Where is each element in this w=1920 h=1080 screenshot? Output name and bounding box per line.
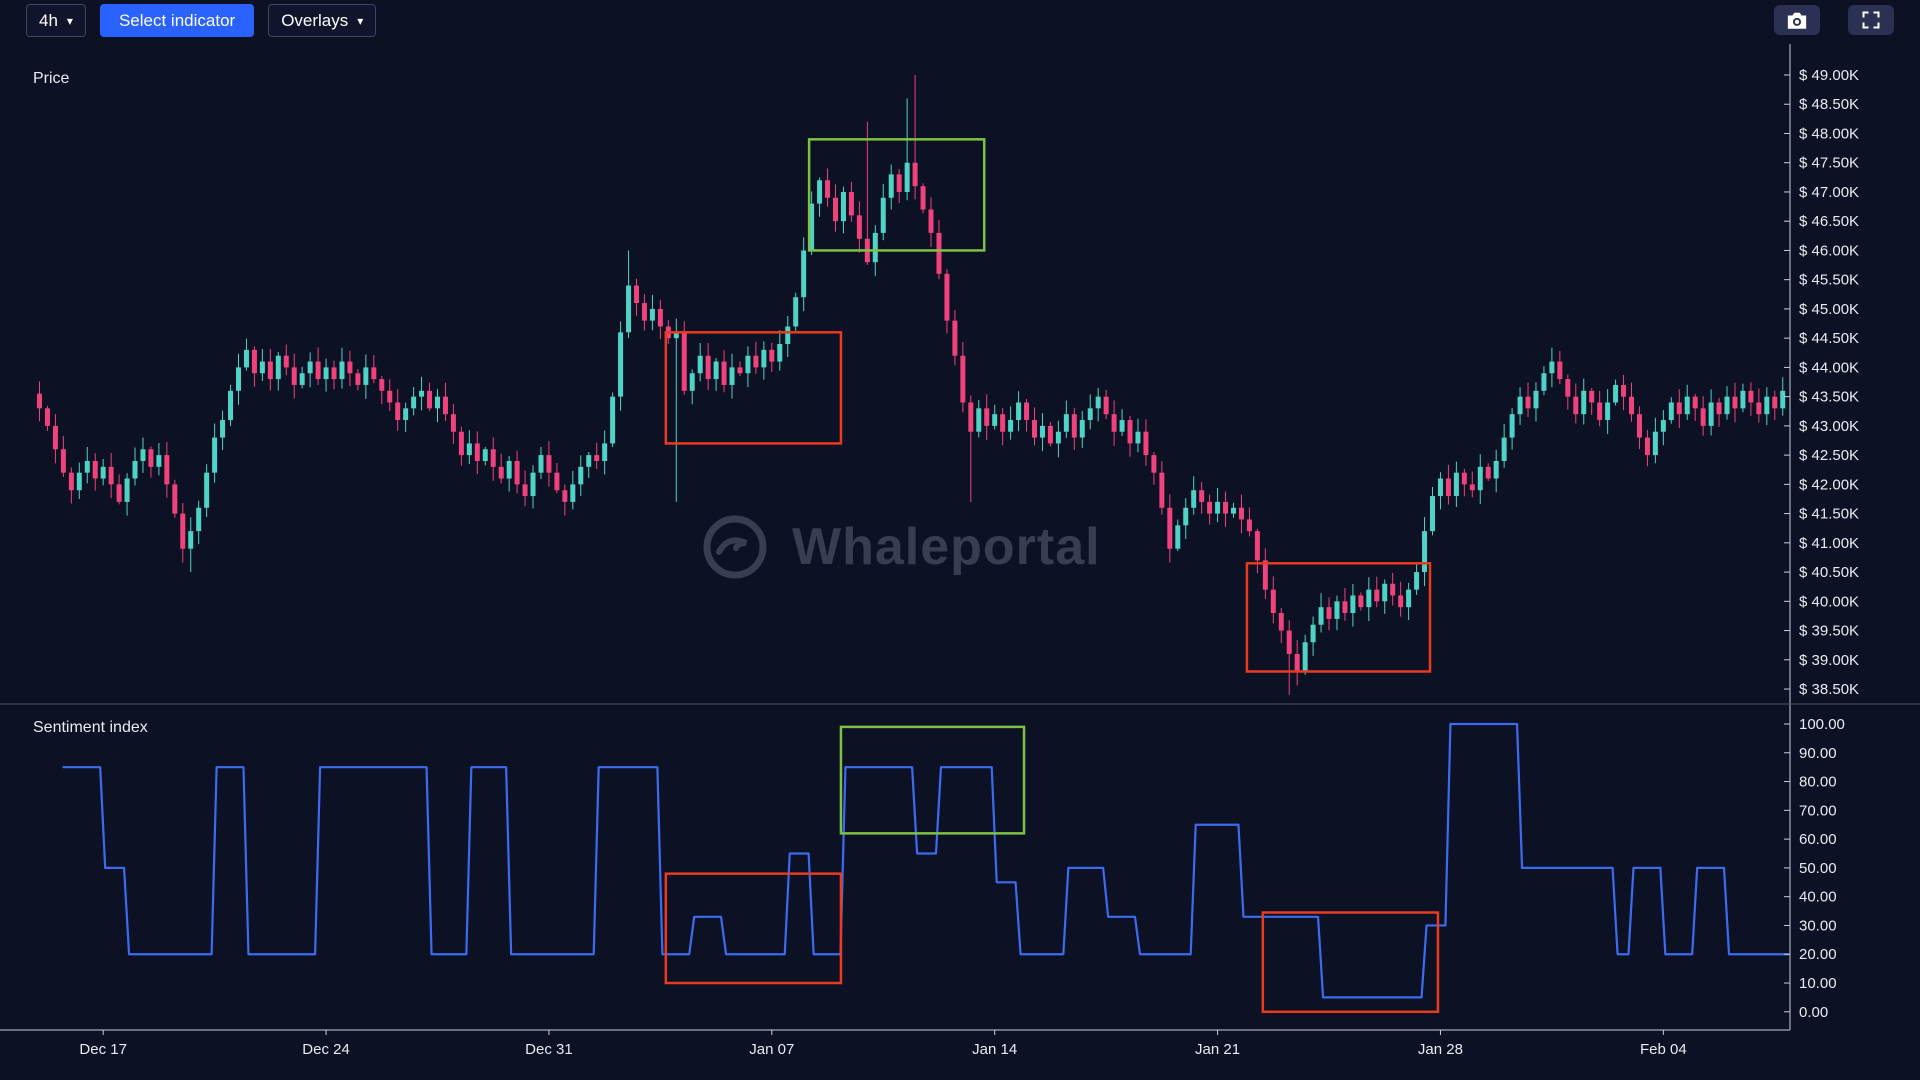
select-indicator-label: Select indicator [118,10,236,30]
x-axis-label: Jan 07 [749,1041,794,1058]
fullscreen-button[interactable] [1848,5,1894,35]
annotation-boxes [664,138,1440,1014]
sentiment-y-tick-label: 20.00 [1799,946,1837,963]
sentiment-y-tick-label: 80.00 [1799,774,1837,791]
x-axis-label: Dec 31 [525,1041,573,1058]
price-panel-title: Price [33,70,70,87]
timeframe-dropdown[interactable]: 4h ▾ [26,3,86,37]
price-y-tick-label: $ 48.50K [1799,96,1859,113]
axes: $ 49.00K $ 48.50K $ 48.00K $ 47.50K $ 47.00K… [0,44,1920,1058]
price-y-tick-label: $ 42.50K [1799,447,1859,464]
x-axis-label: Jan 28 [1418,1041,1463,1058]
price-y-tick-label: $ 39.50K [1799,623,1859,640]
chevron-down-icon: ▾ [66,14,73,28]
price-y-tick-label: $ 44.00K [1799,359,1859,376]
price-y-tick-label: $ 48.00K [1799,125,1859,142]
price-y-tick-label: $ 40.00K [1799,593,1859,610]
price-y-tick-label: $ 44.50K [1799,330,1859,347]
price-y-tick-label: $ 47.50K [1799,155,1859,172]
price-y-tick-label: $ 38.50K [1799,681,1859,698]
select-indicator-button[interactable]: Select indicator [99,3,255,37]
price-y-tick-label: $ 42.00K [1799,476,1859,493]
chevron-down-icon: ▾ [357,14,364,28]
x-axis-label: Dec 17 [79,1041,127,1058]
sentiment-y-tick-label: 70.00 [1799,802,1837,819]
screenshot-button[interactable] [1774,5,1820,35]
sentiment-y-tick-label: 0.00 [1799,1004,1828,1021]
price-y-tick-label: $ 40.50K [1799,564,1859,581]
price-y-tick-label: $ 43.00K [1799,418,1859,435]
x-axis-label: Jan 14 [972,1041,1017,1058]
sentiment-panel-title: Sentiment index [33,719,148,736]
toolbar: 4h ▾ Select indicator Overlays ▾ [0,3,1920,37]
sentiment-y-tick-label: 50.00 [1799,860,1837,877]
timeframe-label: 4h [39,10,58,30]
price-y-tick-label: $ 49.00K [1799,67,1859,84]
sentiment-step-line [62,722,1790,999]
sentiment-y-tick-label: 40.00 [1799,889,1837,906]
x-axis-label: Jan 21 [1195,1041,1240,1058]
price-y-tick-label: $ 43.50K [1799,389,1859,406]
sentiment-y-tick-label: 30.00 [1799,917,1837,934]
price-y-tick-label: $ 46.50K [1799,213,1859,230]
price-y-tick-label: $ 46.00K [1799,242,1859,259]
sentiment-y-tick-label: 60.00 [1799,831,1837,848]
price-y-tick-label: $ 45.50K [1799,272,1859,289]
sentiment-y-tick-label: 90.00 [1799,745,1837,762]
x-axis-label: Dec 24 [302,1041,350,1058]
price-y-tick-label: $ 41.00K [1799,535,1859,552]
x-axis-label: Feb 04 [1640,1041,1687,1058]
sentiment-y-tick-label: 100.00 [1799,716,1845,733]
price-y-tick-label: $ 45.00K [1799,301,1859,318]
fullscreen-expand-icon [1862,11,1880,29]
price-y-tick-label: $ 39.00K [1799,652,1859,669]
camera-icon [1787,12,1807,29]
price-y-tick-label: $ 41.50K [1799,506,1859,523]
sentiment-y-tick-label: 10.00 [1799,975,1837,992]
overlays-dropdown[interactable]: Overlays ▾ [268,3,377,37]
price-y-tick-label: $ 47.00K [1799,184,1859,201]
overlays-label: Overlays [281,10,349,30]
price-candles [37,75,1786,695]
